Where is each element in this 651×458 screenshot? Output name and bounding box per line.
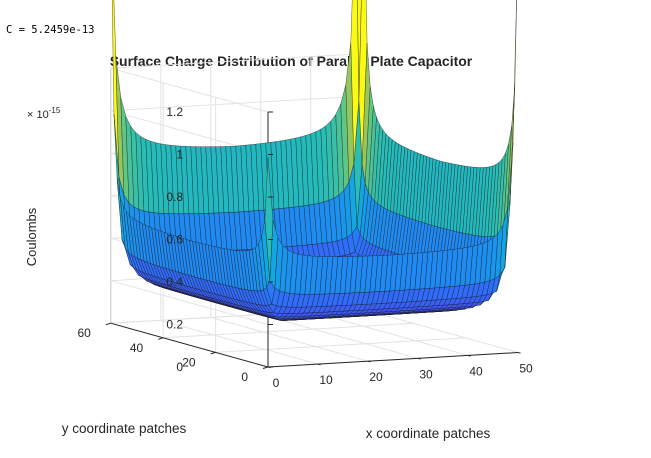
side-wall-gridline	[110, 280, 269, 325]
y-tick-label: 40	[130, 341, 144, 355]
x-tick-label: 40	[469, 364, 483, 378]
y-axis-label: y coordinate patches	[62, 421, 187, 436]
x-tick-mark	[367, 360, 371, 363]
back-wall-gridline	[110, 53, 361, 69]
y-tick-mark	[105, 322, 111, 326]
z-axis-label: Coulombs	[24, 207, 39, 266]
x-tick-label: 50	[519, 362, 533, 376]
x-tick-label: 0	[273, 376, 280, 390]
x-axis-label: x coordinate patches	[366, 426, 491, 441]
chart-title: Surface Charge Distribution of Parallel …	[110, 53, 473, 69]
x-axis-line	[267, 352, 519, 368]
y-tick-mark	[158, 337, 164, 340]
y-tick-mark	[262, 366, 269, 369]
x-tick-label: 10	[319, 373, 333, 387]
x-tick-mark	[517, 352, 521, 354]
floor-gridline	[360, 308, 519, 353]
surface-patch	[357, 0, 362, 101]
floor-gridline	[310, 311, 469, 356]
x-tick-mark	[467, 354, 471, 357]
floor-gridline	[260, 314, 419, 359]
z-tick-label: 1	[176, 148, 183, 162]
y-tick-label: 60	[77, 326, 91, 340]
y-tick-label: 0	[241, 370, 248, 384]
x-tick-mark	[417, 357, 421, 360]
z-tick-label: 0.8	[166, 190, 183, 204]
y-tick-mark	[210, 351, 216, 355]
surface-mesh	[112, 0, 517, 321]
console-output: C = 5.2459e-13	[6, 24, 95, 36]
surface-patch	[509, 0, 517, 206]
x-tick-mark	[317, 363, 321, 366]
floor-gridline	[210, 316, 369, 362]
y-tick-label: 20	[182, 355, 196, 369]
floor-gridline	[160, 319, 319, 365]
floor-gridline	[215, 337, 466, 353]
y-axis-line	[110, 322, 269, 368]
floor-gridline	[163, 322, 414, 339]
z-exponent-label: × 10-15	[27, 106, 61, 121]
z-tick-label: 0.6	[166, 233, 183, 247]
z-tick-label: 0	[176, 360, 183, 374]
x-tick-label: 30	[419, 367, 433, 381]
z-tick-label: 1.2	[166, 105, 183, 119]
z-tick-label: 0.2	[166, 318, 183, 332]
z-tick-label: 0.4	[166, 275, 183, 289]
side-wall-gridline	[110, 67, 269, 113]
x-tick-label: 20	[369, 370, 383, 384]
